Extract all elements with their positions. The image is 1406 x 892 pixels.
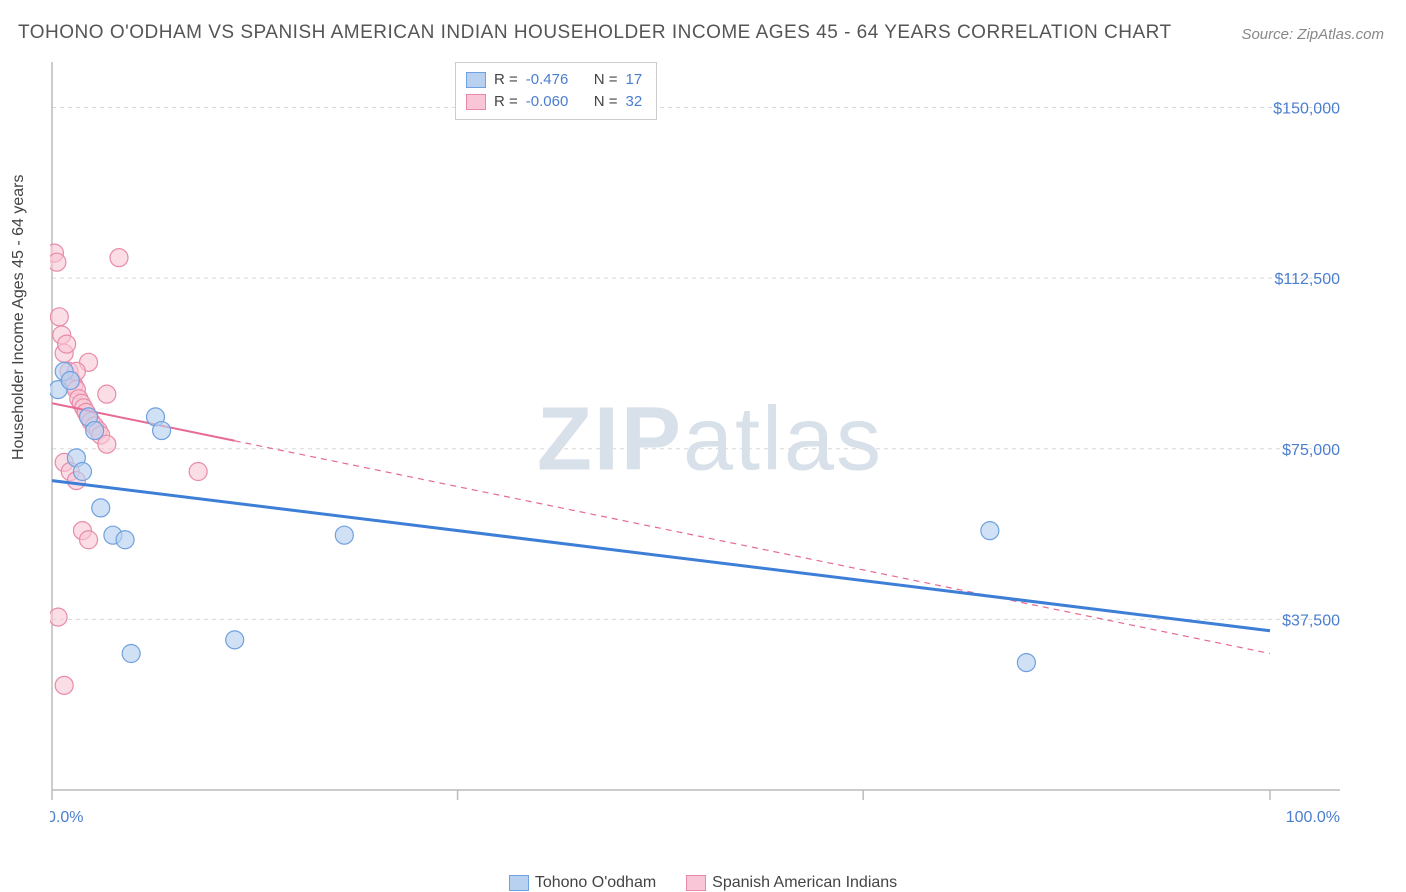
legend-swatch [466, 72, 486, 88]
chart-area: $37,500 $75,000 $112,500 $150,000 0.0% 100.0%… [50, 60, 1370, 830]
source-label: Source: ZipAtlas.com [1241, 26, 1384, 43]
legend-r-value: -0.476 [526, 69, 586, 91]
legend-n-value: 32 [626, 91, 643, 113]
svg-text:$37,500: $37,500 [1282, 612, 1340, 629]
legend-row: R = -0.476 N = 17 [466, 69, 642, 91]
legend-n-value: 17 [626, 69, 643, 91]
legend-r-value: -0.060 [526, 91, 586, 113]
svg-text:100.0%: 100.0% [1286, 809, 1340, 826]
series-legend-label: Tohono O'odham [535, 874, 656, 891]
svg-text:$75,000: $75,000 [1282, 442, 1340, 459]
legend-r-label: R = [494, 91, 518, 113]
series-legend-item: Tohono O'odham [509, 874, 656, 892]
legend-swatch [686, 875, 706, 891]
legend-n-label: N = [594, 91, 618, 113]
series-legend: Tohono O'odham Spanish American Indians [0, 874, 1406, 892]
svg-text:$150,000: $150,000 [1273, 101, 1340, 118]
y-axis-label: Householder Income Ages 45 - 64 years [10, 175, 28, 461]
svg-text:$112,500: $112,500 [1274, 271, 1340, 288]
legend-n-label: N = [594, 69, 618, 91]
legend-swatch [466, 94, 486, 110]
series-legend-item: Spanish American Indians [686, 874, 897, 892]
series-legend-label: Spanish American Indians [712, 874, 897, 891]
legend-swatch [509, 875, 529, 891]
chart-title: TOHONO O'ODHAM VS SPANISH AMERICAN INDIA… [18, 22, 1172, 44]
correlation-legend: R = -0.476 N = 17 R = -0.060 N = 32 [455, 62, 657, 120]
legend-row: R = -0.060 N = 32 [466, 91, 642, 113]
scatter-chart: $37,500 $75,000 $112,500 $150,000 0.0% 100.0% [50, 60, 1370, 830]
legend-r-label: R = [494, 69, 518, 91]
svg-text:0.0%: 0.0% [50, 809, 83, 826]
